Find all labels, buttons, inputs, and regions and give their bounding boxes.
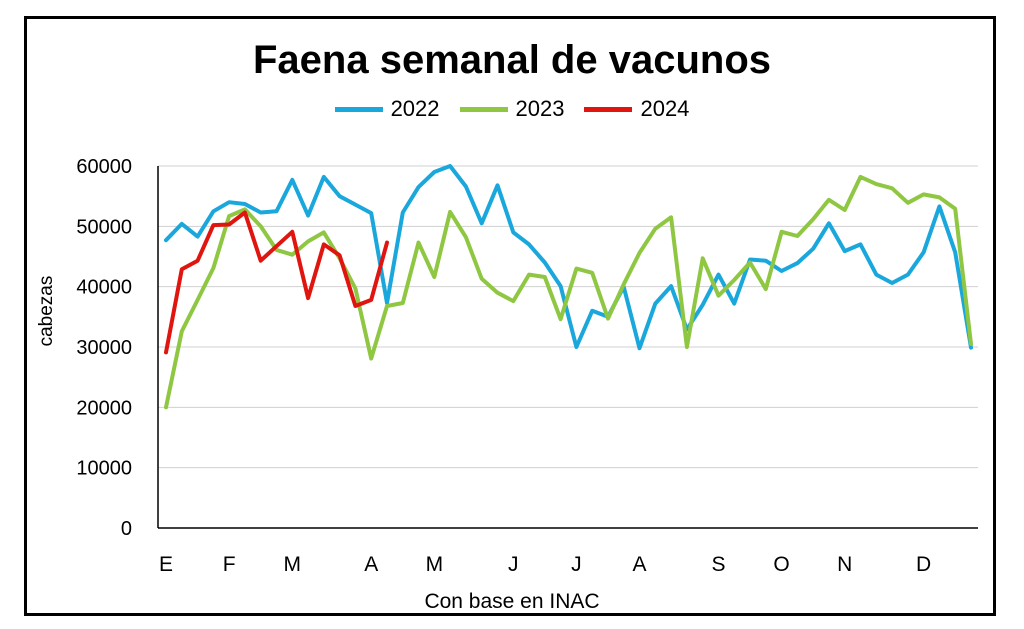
x-tick-label: D (916, 553, 931, 576)
legend-label-2022: 2022 (390, 96, 440, 121)
legend-swatch-2023 (459, 106, 508, 112)
axes (157, 166, 978, 529)
x-tick-label: A (364, 553, 378, 576)
y-tick-labels: 0 10000 20000 30000 40000 50000 60000 (76, 156, 132, 540)
y-tick-label: 0 (121, 518, 132, 540)
gridlines (158, 165, 978, 469)
x-tick-label: E (159, 553, 173, 576)
legend-swatch-2022 (334, 106, 383, 112)
x-tick-label: N (837, 553, 852, 576)
x-tick-label: J (571, 553, 582, 576)
legend-item-2023: 2023 (459, 96, 565, 122)
legend-label-2024: 2024 (640, 96, 690, 121)
legend-swatch-2024 (584, 106, 633, 112)
x-tick-label: S (711, 553, 725, 576)
series-line-2024 (164, 210, 389, 355)
chart-title: Faena semanal de vacunos (252, 38, 771, 82)
legend-item-2022: 2022 (334, 96, 440, 122)
x-tick-label: F (223, 553, 236, 576)
series-lines (164, 164, 973, 410)
y-tick-label: 50000 (76, 216, 132, 238)
x-axis-label: Con base en INAC (424, 590, 600, 613)
legend-item-2024: 2024 (584, 96, 689, 122)
y-tick-label: 30000 (76, 337, 132, 359)
x-tick-label: M (426, 553, 444, 576)
series-line-2022 (164, 164, 973, 351)
chart-frame (24, 16, 996, 616)
legend-label-2023: 2023 (515, 96, 565, 121)
y-tick-label: 60000 (76, 156, 132, 178)
x-tick-label: M (284, 553, 302, 576)
series-line-2023 (164, 174, 973, 410)
y-tick-label: 40000 (76, 277, 132, 299)
y-tick-label: 10000 (76, 458, 132, 480)
y-axis-label: cabezas (36, 275, 57, 347)
y-tick-label: 20000 (76, 397, 132, 419)
legend: 2022 2023 2024 (0, 96, 1024, 122)
x-tick-label: J (508, 553, 519, 576)
x-tick-label: O (773, 553, 789, 576)
x-tick-label: A (633, 553, 647, 576)
